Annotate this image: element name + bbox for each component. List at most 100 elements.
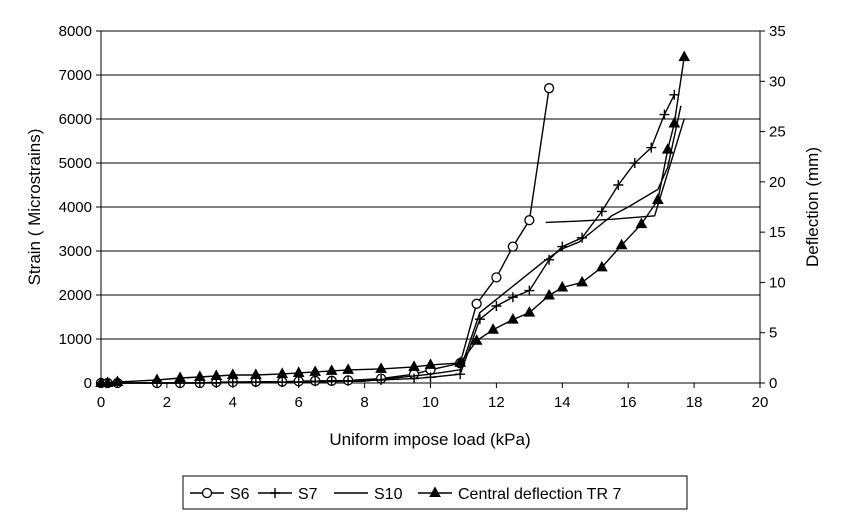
series-s10: [545, 118, 685, 224]
x-tick-label: 4: [229, 394, 237, 411]
data-point-triangle: [668, 116, 681, 128]
data-point-plus: [629, 158, 640, 168]
y2-tick-label: 25: [769, 124, 786, 141]
data-point-triangle: [507, 313, 519, 324]
data-point-triangle: [635, 217, 648, 229]
y2-tick-label: 0: [769, 375, 777, 392]
y2-tick-label: 10: [769, 274, 786, 291]
x-tick-label: 10: [422, 394, 439, 411]
data-point-triangle: [408, 360, 420, 371]
data-point-triangle: [556, 280, 569, 292]
data-point-triangle: [576, 275, 588, 287]
data-point-circle: [524, 215, 535, 226]
data-point-triangle: [151, 373, 163, 384]
data-point-circle: [543, 83, 555, 94]
data-point-circle: [201, 487, 213, 499]
data-point-circle: [507, 241, 519, 252]
data-point-plus: [659, 109, 670, 120]
series-s7: [96, 89, 680, 388]
y2-tick-label: 15: [769, 224, 786, 241]
y-tick-label: 1000: [59, 331, 92, 348]
y-tick-label: 5000: [59, 155, 92, 172]
series-s10: [101, 105, 682, 384]
data-point-triangle: [595, 260, 608, 272]
data-point-triangle: [543, 288, 555, 300]
legend-item: S6: [190, 486, 250, 503]
data-point-plus: [524, 285, 535, 296]
data-point-circle: [491, 272, 502, 283]
data-point-plus: [491, 301, 502, 311]
data-point-triangle: [111, 375, 124, 386]
x-tick-label: 0: [97, 394, 105, 411]
legend-label: S7: [298, 486, 318, 503]
data-point-plus: [507, 292, 518, 303]
data-point-triangle: [661, 143, 674, 154]
data-point-triangle: [174, 371, 186, 382]
series-line: [101, 105, 682, 384]
y-tick-label: 2000: [59, 287, 92, 304]
axes: 0 1000 2000 3000 4000 5000 6000 7000 8000 0 5 10 15 2…: [59, 23, 786, 411]
legend-label: S6: [230, 486, 250, 503]
data-point-circle: [471, 298, 482, 309]
data-point-triangle: [194, 370, 206, 381]
y2-tick-label: 20: [769, 174, 786, 191]
x-tick-label: 8: [360, 394, 368, 411]
data-point-plus: [474, 314, 485, 325]
data-point-triangle: [101, 376, 114, 387]
data-point-triangle: [375, 362, 387, 373]
data-point-triangle: [487, 323, 499, 334]
data-point-plus: [557, 241, 568, 252]
y-tick-label: 3000: [59, 243, 92, 260]
x-tick-label: 12: [488, 394, 505, 411]
series-line: [545, 118, 685, 224]
legend-item: Central deflection TR 7: [418, 486, 621, 503]
data-point-plus: [455, 369, 466, 380]
y-tick-label: 7000: [59, 67, 92, 84]
x-tick-label: 20: [752, 394, 769, 411]
data-point-triangle: [424, 358, 437, 369]
data-point-triangle: [652, 193, 664, 204]
legend-label: Central deflection TR 7: [458, 486, 621, 503]
data-point-triangle: [523, 306, 536, 317]
y-tick-label: 8000: [59, 23, 92, 40]
data-point-plus: [613, 180, 624, 190]
y-axis-title: Strain ( Microstrains): [25, 129, 44, 286]
data-point-triangle: [226, 368, 239, 379]
data-point-triangle: [429, 486, 441, 497]
series-s6: [95, 83, 555, 389]
data-point-triangle: [470, 334, 483, 345]
legend: S6 S7 S10 Central deflection TR 7: [182, 475, 688, 510]
data-point-triangle: [454, 356, 467, 367]
x-tick-label: 18: [686, 394, 703, 411]
data-point-triangle: [276, 367, 289, 378]
legend-item: S7: [258, 486, 318, 503]
gridlines: [101, 30, 760, 384]
x-axis-title: Uniform impose load (kPa): [329, 430, 530, 449]
data-point-triangle: [309, 365, 322, 376]
data-point-triangle: [615, 238, 628, 250]
legend-item: S10: [334, 486, 403, 503]
data-point-triangle: [325, 364, 338, 375]
data-point-triangle: [210, 369, 223, 380]
data-point-triangle: [342, 363, 354, 374]
data-point-triangle: [250, 368, 262, 379]
series-central-deflection-tr-7: [95, 50, 691, 387]
series-group: [95, 50, 691, 389]
data-point-triangle: [292, 366, 305, 377]
data-point-plus: [646, 142, 657, 153]
data-point-plus: [270, 488, 280, 498]
x-tick-label: 6: [295, 394, 303, 411]
x-tick-label: 14: [554, 394, 571, 411]
y2-tick-label: 30: [769, 73, 786, 90]
y2-axis-title: Deflection (mm): [803, 147, 822, 267]
y-tick-label: 0: [84, 375, 92, 392]
x-tick-label: 2: [163, 394, 171, 411]
y-tick-label: 4000: [59, 199, 92, 216]
data-point-plus: [596, 206, 607, 217]
y-tick-label: 6000: [59, 111, 92, 128]
series-line: [101, 94, 675, 384]
data-point-triangle: [678, 50, 691, 62]
y2-tick-label: 35: [769, 23, 786, 40]
